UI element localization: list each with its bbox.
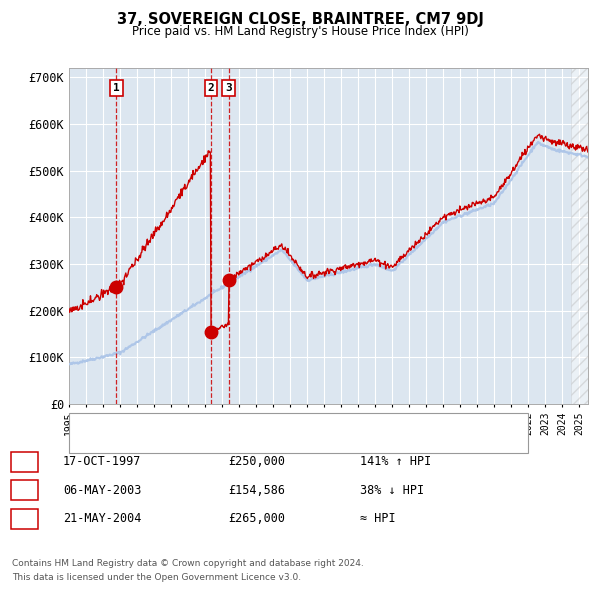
Text: 141% ↑ HPI: 141% ↑ HPI (360, 455, 431, 468)
Text: 1: 1 (21, 455, 28, 468)
Text: ≈ HPI: ≈ HPI (360, 512, 395, 525)
Text: £265,000: £265,000 (228, 512, 285, 525)
Bar (571, 68, 600, 404)
Text: HPI: Average price, detached house, Braintree: HPI: Average price, detached house, Brai… (120, 438, 373, 447)
Text: 38% ↓ HPI: 38% ↓ HPI (360, 484, 424, 497)
Text: 21-MAY-2004: 21-MAY-2004 (63, 512, 142, 525)
Text: 3: 3 (21, 512, 28, 525)
Text: 2: 2 (21, 484, 28, 497)
Text: £154,586: £154,586 (228, 484, 285, 497)
Text: 37, SOVEREIGN CLOSE, BRAINTREE, CM7 9DJ (detached house): 37, SOVEREIGN CLOSE, BRAINTREE, CM7 9DJ … (120, 419, 465, 428)
Text: 06-MAY-2003: 06-MAY-2003 (63, 484, 142, 497)
Text: 3: 3 (225, 83, 232, 93)
Text: This data is licensed under the Open Government Licence v3.0.: This data is licensed under the Open Gov… (12, 573, 301, 582)
Text: 37, SOVEREIGN CLOSE, BRAINTREE, CM7 9DJ: 37, SOVEREIGN CLOSE, BRAINTREE, CM7 9DJ (116, 12, 484, 27)
Text: 2: 2 (208, 83, 214, 93)
Text: Price paid vs. HM Land Registry's House Price Index (HPI): Price paid vs. HM Land Registry's House … (131, 25, 469, 38)
Text: 17-OCT-1997: 17-OCT-1997 (63, 455, 142, 468)
Text: £250,000: £250,000 (228, 455, 285, 468)
Text: 1: 1 (113, 83, 120, 93)
Text: Contains HM Land Registry data © Crown copyright and database right 2024.: Contains HM Land Registry data © Crown c… (12, 559, 364, 568)
